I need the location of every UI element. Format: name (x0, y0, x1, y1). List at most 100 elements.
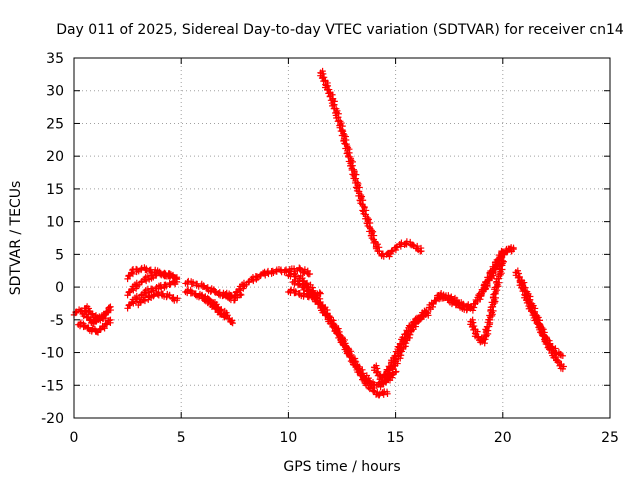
data-point (136, 299, 144, 306)
data-point (300, 268, 307, 276)
data-point (314, 300, 322, 308)
data-point (413, 318, 421, 325)
x-tick-label: 20 (494, 430, 512, 446)
data-point (385, 373, 392, 380)
series-sat-v (478, 244, 517, 299)
data-point (363, 376, 370, 383)
data-point (152, 272, 159, 279)
chart-title: Day 011 of 2025, Sidereal Day-to-day VTE… (56, 22, 624, 38)
data-point (346, 353, 353, 361)
data-point (358, 193, 366, 200)
data-point (409, 241, 416, 248)
series-sat-j (199, 293, 236, 327)
data-point (545, 346, 553, 353)
data-point (107, 303, 114, 310)
series-sat-c (81, 303, 114, 324)
data-point (283, 268, 290, 276)
data-point (80, 323, 87, 331)
data-point (235, 286, 243, 293)
data-point (378, 380, 385, 388)
data-point (469, 307, 477, 314)
data-point (398, 239, 405, 246)
data-point (392, 356, 400, 363)
data-point (128, 269, 135, 277)
y-tick-label: -10 (41, 346, 64, 362)
data-point (264, 269, 271, 276)
data-point (94, 316, 102, 324)
data-point (204, 284, 211, 291)
y-tick-label: 10 (46, 215, 64, 231)
data-point (489, 311, 496, 318)
data-point (503, 248, 510, 256)
y-tick-label: 5 (55, 247, 64, 263)
data-point (418, 312, 425, 319)
data-point (484, 277, 491, 284)
plot-frame (73, 57, 611, 419)
y-tick-label: 20 (46, 149, 64, 165)
data-point (559, 352, 567, 360)
data-point (515, 273, 522, 281)
data-point (294, 281, 302, 289)
data-point (155, 289, 162, 296)
data-point (245, 279, 252, 286)
data-point (232, 289, 240, 296)
data-point (539, 332, 546, 339)
data-point (322, 312, 329, 319)
data-point (490, 265, 498, 272)
data-point (352, 363, 359, 371)
data-point (125, 289, 132, 296)
data-point (330, 322, 337, 330)
data-point (440, 294, 447, 302)
y-tick-label: 30 (46, 84, 64, 100)
series-sat-b (75, 316, 114, 336)
data-point (204, 298, 212, 305)
data-point (229, 319, 236, 327)
data-point (324, 86, 331, 93)
data-point (170, 294, 177, 301)
series-sat-u (467, 257, 507, 347)
data-point (301, 269, 308, 276)
data-point (366, 385, 374, 393)
y-tick-label: -15 (41, 378, 64, 394)
data-point (317, 290, 324, 297)
data-point (478, 288, 485, 296)
data-point (231, 292, 238, 299)
data-point (256, 272, 264, 280)
data-point (106, 304, 113, 311)
data-point (480, 284, 487, 292)
data-point (484, 327, 492, 334)
series-sat-o (285, 286, 324, 302)
data-point (125, 302, 132, 309)
data-point (406, 327, 414, 335)
data-point (423, 307, 430, 315)
series-sat-q (377, 309, 432, 391)
x-tick-label: 10 (279, 430, 297, 446)
data-point (137, 279, 145, 286)
data-point (356, 365, 363, 372)
data-point (88, 310, 95, 318)
data-point (320, 77, 327, 85)
data-point (345, 346, 353, 353)
data-point (473, 333, 481, 341)
data-point (334, 118, 342, 125)
data-point (238, 291, 245, 299)
data-point (96, 326, 103, 333)
data-point (339, 341, 347, 348)
data-point (375, 247, 383, 255)
data-point (354, 180, 362, 188)
y-tick-label: -20 (41, 411, 64, 427)
series-sat-h (182, 277, 238, 304)
data-point (143, 265, 150, 272)
data-point (431, 297, 438, 304)
data-point (369, 387, 377, 394)
data-point (152, 285, 159, 292)
data-point (415, 315, 422, 322)
data-point (495, 283, 502, 290)
data-point (330, 105, 338, 112)
data-point (319, 74, 326, 81)
data-point (496, 253, 504, 261)
y-axis-label: SDTVAR / TECUs (8, 181, 24, 296)
data-point (373, 368, 381, 375)
data-point (528, 307, 535, 315)
data-point (498, 254, 505, 262)
